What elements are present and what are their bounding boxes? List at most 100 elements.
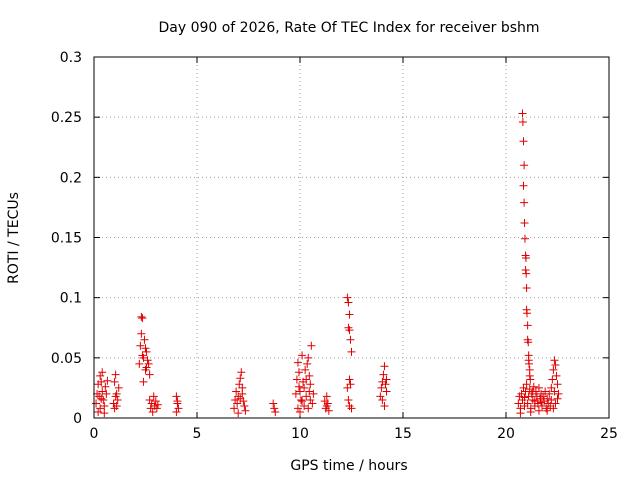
data-point	[538, 401, 547, 410]
data-point	[539, 392, 548, 401]
data-point	[543, 394, 552, 403]
data-point	[97, 394, 106, 403]
data-point	[553, 380, 562, 389]
data-point	[520, 234, 529, 243]
data-point	[380, 401, 389, 410]
data-point	[137, 312, 146, 321]
data-point	[113, 395, 122, 404]
data-point	[298, 351, 307, 360]
data-point	[144, 359, 153, 368]
data-point	[292, 375, 301, 384]
data-point	[100, 401, 109, 410]
data-point	[550, 387, 559, 396]
data-point	[537, 398, 546, 407]
data-point	[382, 387, 391, 396]
data-point	[151, 397, 160, 406]
data-point	[549, 365, 558, 374]
data-point	[230, 404, 239, 413]
data-point	[519, 137, 528, 146]
data-point	[96, 371, 105, 380]
plot-frame	[93, 56, 610, 419]
data-point	[377, 383, 386, 392]
data-point	[271, 407, 280, 416]
data-point	[294, 382, 303, 391]
data-point	[232, 387, 241, 396]
data-point	[379, 370, 388, 379]
data-point	[521, 387, 530, 396]
data-point	[304, 404, 313, 413]
data-point	[548, 375, 557, 384]
data-point	[92, 399, 101, 408]
data-point	[293, 404, 302, 413]
data-point	[237, 368, 246, 377]
data-point	[136, 341, 145, 350]
data-point	[522, 269, 531, 278]
data-point	[518, 117, 527, 126]
y-tick-label: 0.25	[51, 110, 82, 126]
data-point	[101, 382, 110, 391]
data-point	[152, 404, 161, 413]
data-point	[525, 359, 534, 368]
data-point	[381, 380, 390, 389]
x-tick-label: 15	[394, 426, 412, 442]
data-point	[111, 392, 120, 401]
data-point	[551, 399, 560, 408]
data-point	[344, 395, 353, 404]
data-point	[522, 380, 531, 389]
data-point	[322, 401, 331, 410]
data-point	[307, 341, 316, 350]
data-point	[343, 293, 352, 302]
data-point	[149, 392, 158, 401]
data-point	[241, 406, 250, 415]
data-point	[96, 404, 105, 413]
x-tick-label: 10	[291, 426, 309, 442]
data-point	[520, 161, 529, 170]
data-point	[143, 356, 152, 365]
y-tick-label: 0.05	[51, 351, 82, 367]
data-point	[142, 347, 151, 356]
data-point	[550, 356, 559, 365]
data-point	[343, 383, 352, 392]
y-tick-label: 0.3	[60, 50, 82, 66]
data-point	[137, 329, 146, 338]
data-point	[308, 399, 317, 408]
data-point	[322, 392, 331, 401]
data-point	[521, 265, 530, 274]
data-point	[551, 361, 560, 370]
x-tick-label: 25	[600, 426, 618, 442]
data-point	[520, 219, 529, 228]
data-point	[552, 371, 561, 380]
data-point	[345, 310, 354, 319]
data-point	[521, 253, 530, 262]
data-point	[114, 383, 123, 392]
data-point	[304, 353, 313, 362]
data-point	[346, 335, 355, 344]
data-point	[303, 359, 312, 368]
data-point	[296, 387, 304, 396]
data-point	[172, 392, 181, 401]
y-tick-label: 0.2	[60, 170, 82, 186]
grid	[94, 57, 609, 418]
data-point	[173, 397, 182, 406]
data-point	[145, 395, 154, 404]
data-point	[522, 284, 531, 293]
data-point	[139, 377, 148, 386]
data-point	[238, 383, 247, 392]
data-point	[112, 401, 121, 410]
data-point	[306, 380, 315, 389]
data-point	[141, 344, 150, 353]
data-point	[110, 377, 119, 386]
data-point	[103, 376, 112, 385]
data-point	[100, 409, 109, 418]
data-point	[98, 368, 107, 377]
data-point	[97, 377, 106, 386]
data-point	[297, 395, 306, 404]
data-point	[291, 389, 300, 398]
y-tick-label: 0.15	[51, 231, 82, 247]
data-point	[541, 387, 550, 396]
data-point	[140, 335, 149, 344]
data-point	[306, 395, 315, 404]
y-tick-label: 0	[73, 411, 82, 427]
data-point	[142, 363, 151, 372]
